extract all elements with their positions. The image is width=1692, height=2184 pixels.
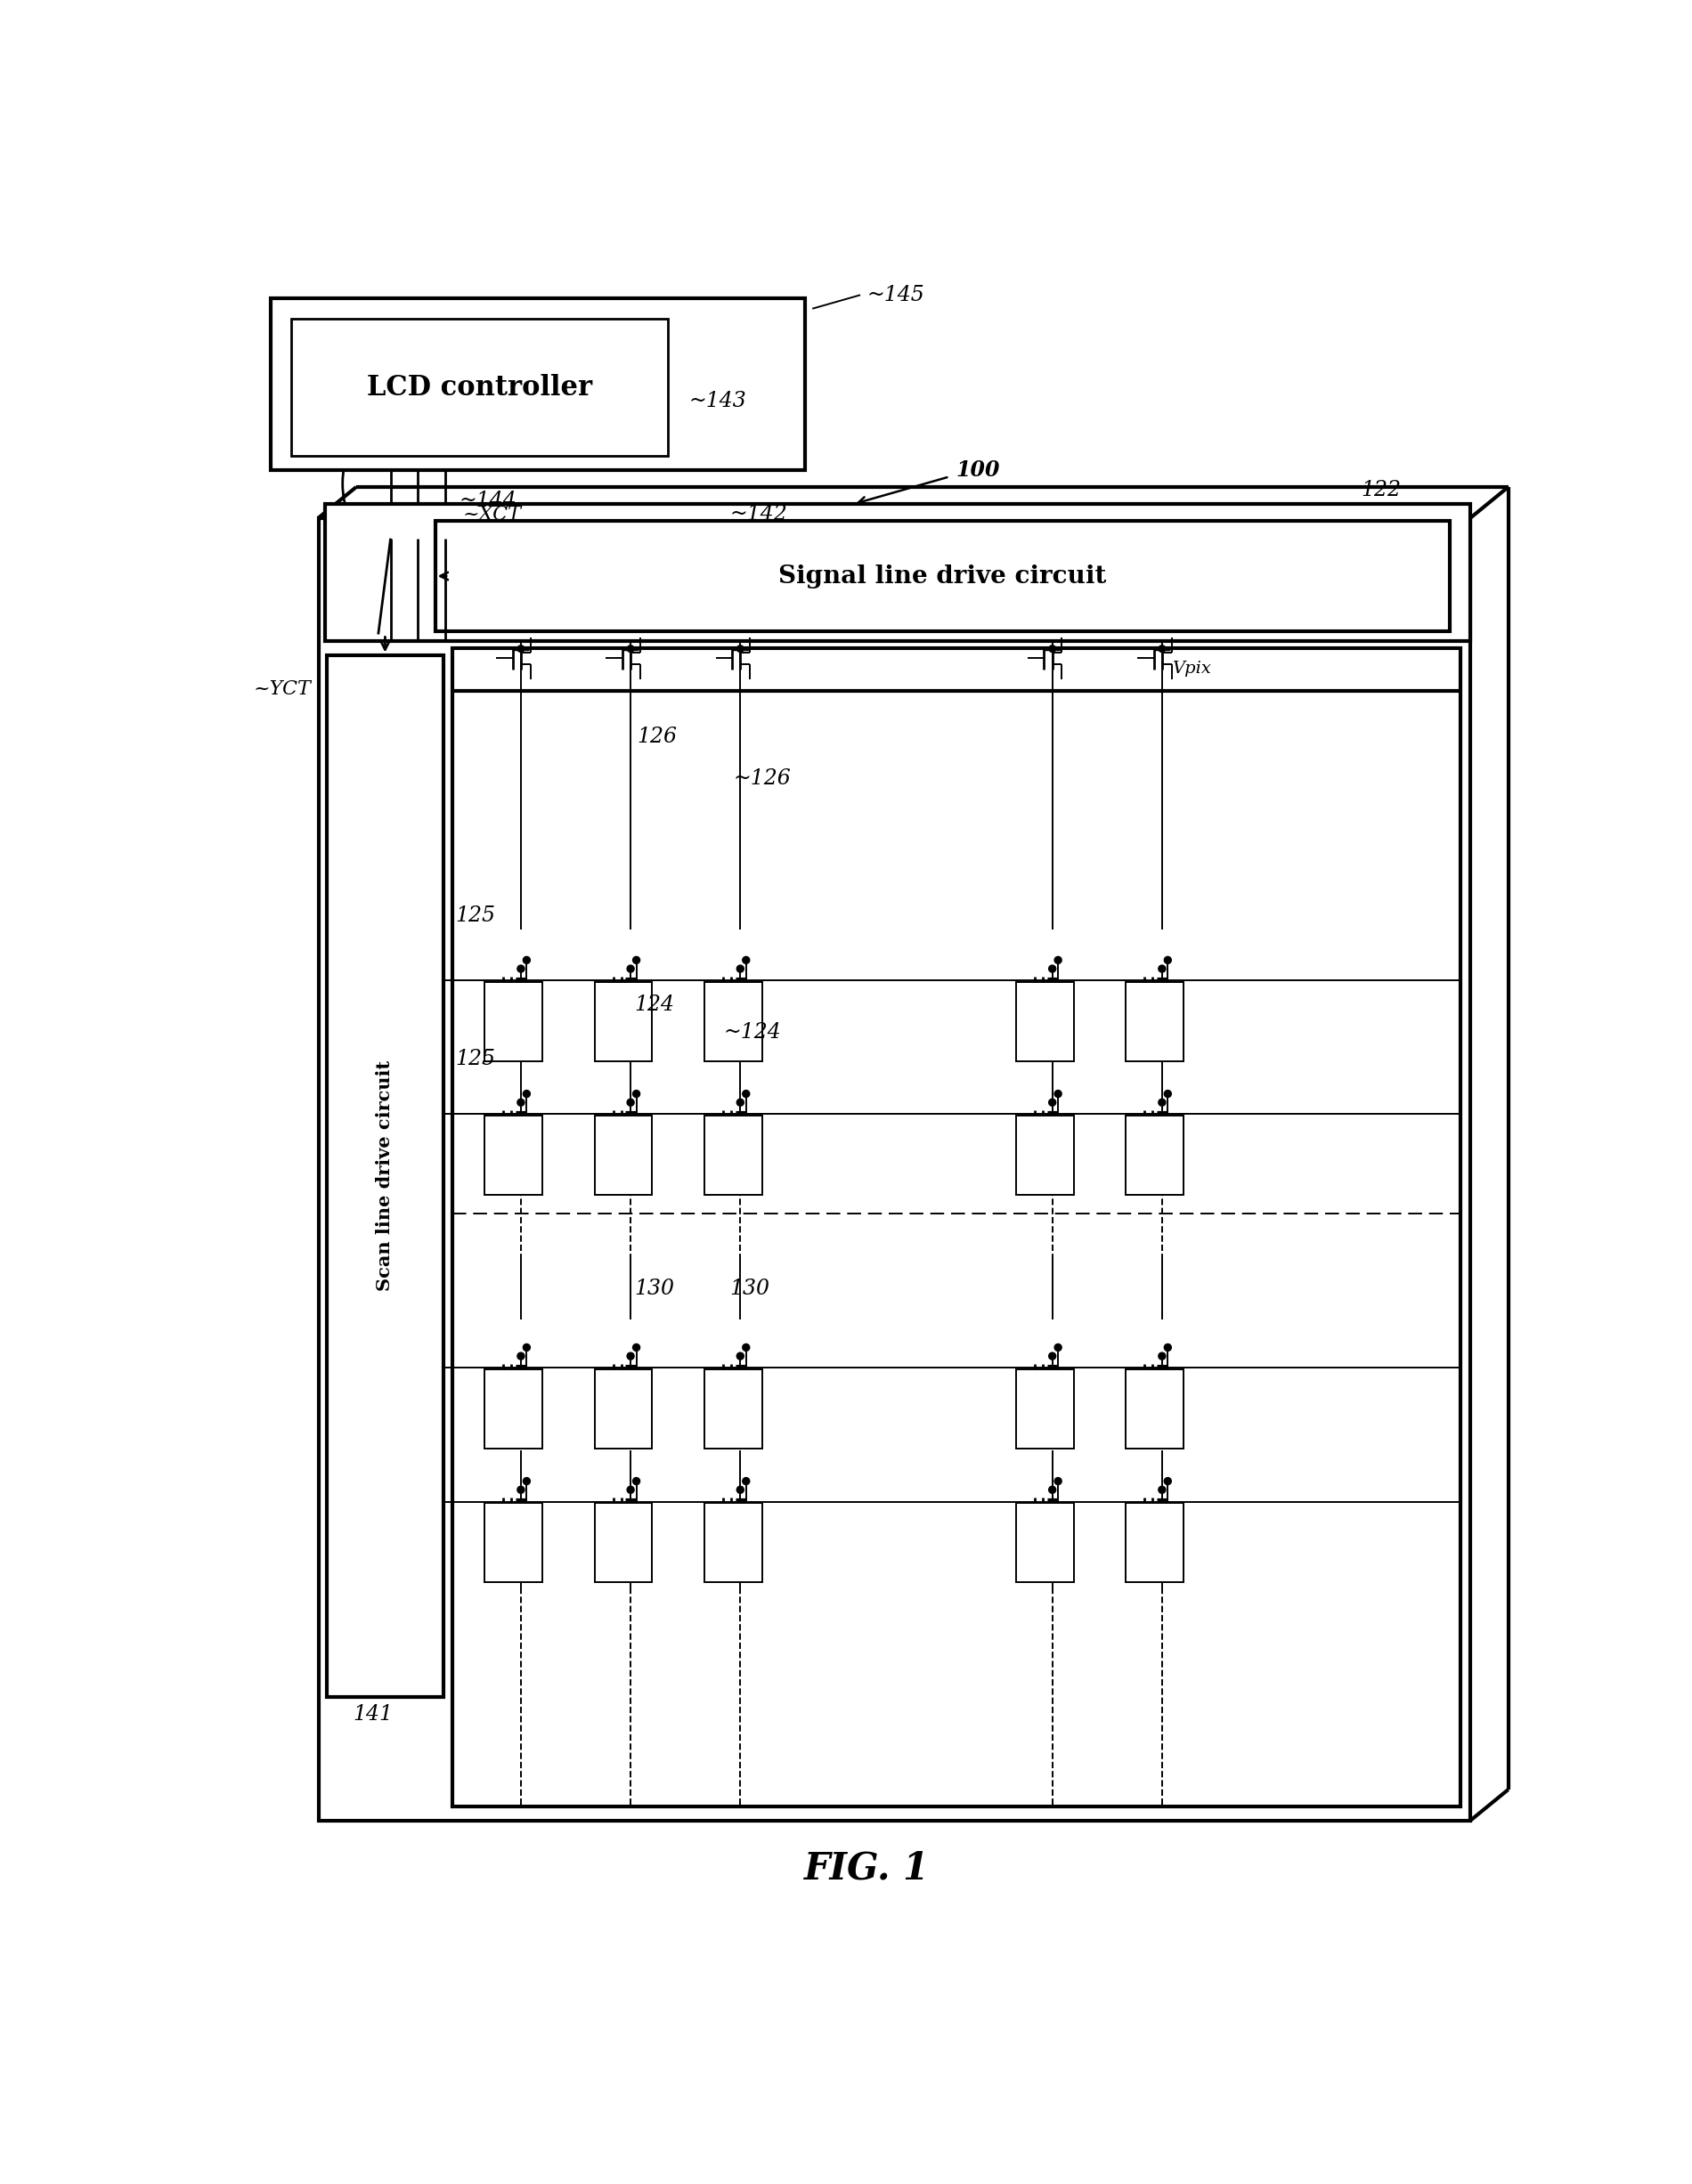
Bar — [1017, 1369, 1074, 1448]
Circle shape — [743, 1479, 750, 1485]
Bar — [594, 1503, 651, 1581]
Text: 124: 124 — [634, 994, 673, 1016]
Text: 122: 122 — [1360, 480, 1401, 500]
Text: 100: 100 — [956, 459, 1000, 480]
Circle shape — [633, 1090, 640, 1096]
Bar — [594, 1116, 651, 1195]
Circle shape — [736, 1352, 744, 1361]
Text: Signal line drive circuit: Signal line drive circuit — [778, 563, 1107, 587]
Text: ~142: ~142 — [729, 505, 788, 524]
Circle shape — [738, 644, 744, 653]
Circle shape — [1159, 965, 1166, 972]
Bar — [1125, 1503, 1184, 1581]
Text: ~145: ~145 — [866, 284, 926, 306]
Text: Scan line drive circuit: Scan line drive circuit — [376, 1061, 394, 1291]
Circle shape — [633, 1343, 640, 1352]
Text: ~143: ~143 — [689, 391, 746, 411]
Bar — [1125, 1116, 1184, 1195]
Circle shape — [1159, 644, 1166, 653]
Text: 125: 125 — [455, 904, 496, 926]
Bar — [452, 649, 1460, 1806]
Circle shape — [523, 1479, 530, 1485]
Text: 126: 126 — [638, 727, 677, 747]
Circle shape — [1054, 1343, 1061, 1352]
Bar — [325, 505, 1470, 642]
Bar — [1017, 983, 1074, 1061]
Circle shape — [736, 965, 744, 972]
Circle shape — [523, 1343, 530, 1352]
Bar — [704, 1369, 761, 1448]
Text: 130: 130 — [634, 1280, 673, 1299]
Circle shape — [518, 1099, 525, 1105]
Circle shape — [628, 644, 634, 653]
Text: ~124: ~124 — [722, 1022, 780, 1042]
Circle shape — [1054, 957, 1061, 963]
Bar — [486, 1503, 543, 1581]
Circle shape — [628, 965, 634, 972]
Circle shape — [743, 1090, 750, 1096]
Bar — [435, 522, 1450, 631]
Text: ~144: ~144 — [459, 491, 516, 511]
Circle shape — [523, 957, 530, 963]
Bar — [318, 518, 1470, 1819]
Text: 141: 141 — [354, 1704, 393, 1725]
Bar — [1017, 1116, 1074, 1195]
Bar — [594, 1369, 651, 1448]
Bar — [271, 299, 805, 470]
Bar — [704, 983, 761, 1061]
Bar — [486, 1369, 543, 1448]
Circle shape — [1164, 1343, 1171, 1352]
Text: ~YCT: ~YCT — [254, 679, 311, 699]
Circle shape — [633, 1479, 640, 1485]
Circle shape — [628, 1099, 634, 1105]
Circle shape — [628, 1352, 634, 1361]
Circle shape — [628, 1487, 634, 1494]
Circle shape — [1164, 1090, 1171, 1096]
Circle shape — [1159, 1352, 1166, 1361]
Circle shape — [518, 644, 525, 653]
Circle shape — [523, 1090, 530, 1096]
Text: ~XCT: ~XCT — [462, 505, 521, 524]
Text: ~126: ~126 — [733, 769, 792, 788]
Text: Vpix: Vpix — [1173, 660, 1211, 677]
Text: LCD controller: LCD controller — [367, 373, 592, 402]
Text: FIG. 1: FIG. 1 — [804, 1850, 931, 1887]
Circle shape — [1054, 1090, 1061, 1096]
Circle shape — [633, 957, 640, 963]
Bar — [1125, 1369, 1184, 1448]
Bar — [1017, 1503, 1074, 1581]
Bar — [486, 1116, 543, 1195]
Circle shape — [1049, 1352, 1056, 1361]
Bar — [594, 983, 651, 1061]
Circle shape — [1049, 1099, 1056, 1105]
Bar — [486, 983, 543, 1061]
Bar — [704, 1503, 761, 1581]
Text: 130: 130 — [729, 1280, 770, 1299]
Bar — [704, 1116, 761, 1195]
Circle shape — [1049, 644, 1056, 653]
Circle shape — [1159, 1099, 1166, 1105]
Circle shape — [743, 1343, 750, 1352]
Circle shape — [1164, 957, 1171, 963]
Circle shape — [1054, 1479, 1061, 1485]
Circle shape — [518, 1487, 525, 1494]
Bar — [327, 655, 443, 1697]
Bar — [1125, 983, 1184, 1061]
Text: 125: 125 — [455, 1048, 496, 1070]
Bar — [291, 319, 668, 456]
Circle shape — [736, 1099, 744, 1105]
Circle shape — [1164, 1479, 1171, 1485]
Circle shape — [1049, 1487, 1056, 1494]
Circle shape — [743, 957, 750, 963]
Circle shape — [1159, 1487, 1166, 1494]
Circle shape — [518, 1352, 525, 1361]
Circle shape — [1049, 965, 1056, 972]
Circle shape — [518, 965, 525, 972]
Circle shape — [736, 1487, 744, 1494]
